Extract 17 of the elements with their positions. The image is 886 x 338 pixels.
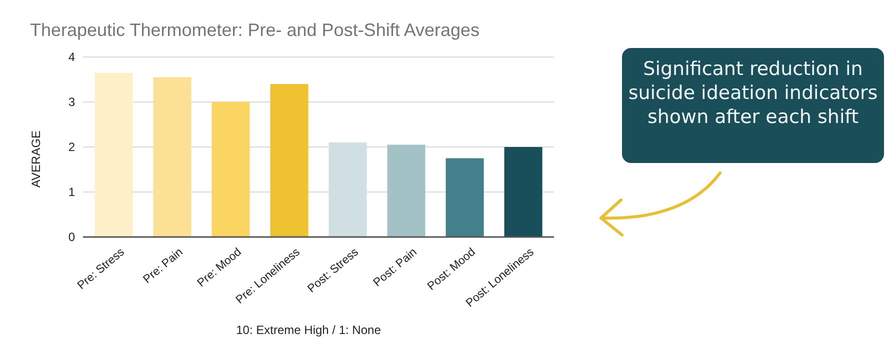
x-axis-title: 10: Extreme High / 1: None xyxy=(236,323,382,337)
y-tick-label: 3 xyxy=(68,95,76,110)
bar xyxy=(446,158,484,237)
text: Significant reduction in suicide ideation indicators shown after each shift xyxy=(628,57,878,129)
x-tick-label: Pre: Pain xyxy=(141,246,186,286)
bar xyxy=(270,84,308,237)
bar xyxy=(504,147,542,237)
y-tick-label: 2 xyxy=(68,140,76,154)
bar xyxy=(94,72,133,237)
y-tick-label: 0 xyxy=(68,230,76,244)
y-tick-label: 4 xyxy=(68,50,76,64)
bar xyxy=(387,144,426,237)
y-axis-title: AVERAGE xyxy=(29,130,43,188)
bar xyxy=(153,77,192,237)
chart-title: Therapeutic Thermometer: Pre- and Post-Shift Averages xyxy=(30,20,480,40)
y-tick-label: 1 xyxy=(68,185,76,200)
bar xyxy=(212,102,250,237)
